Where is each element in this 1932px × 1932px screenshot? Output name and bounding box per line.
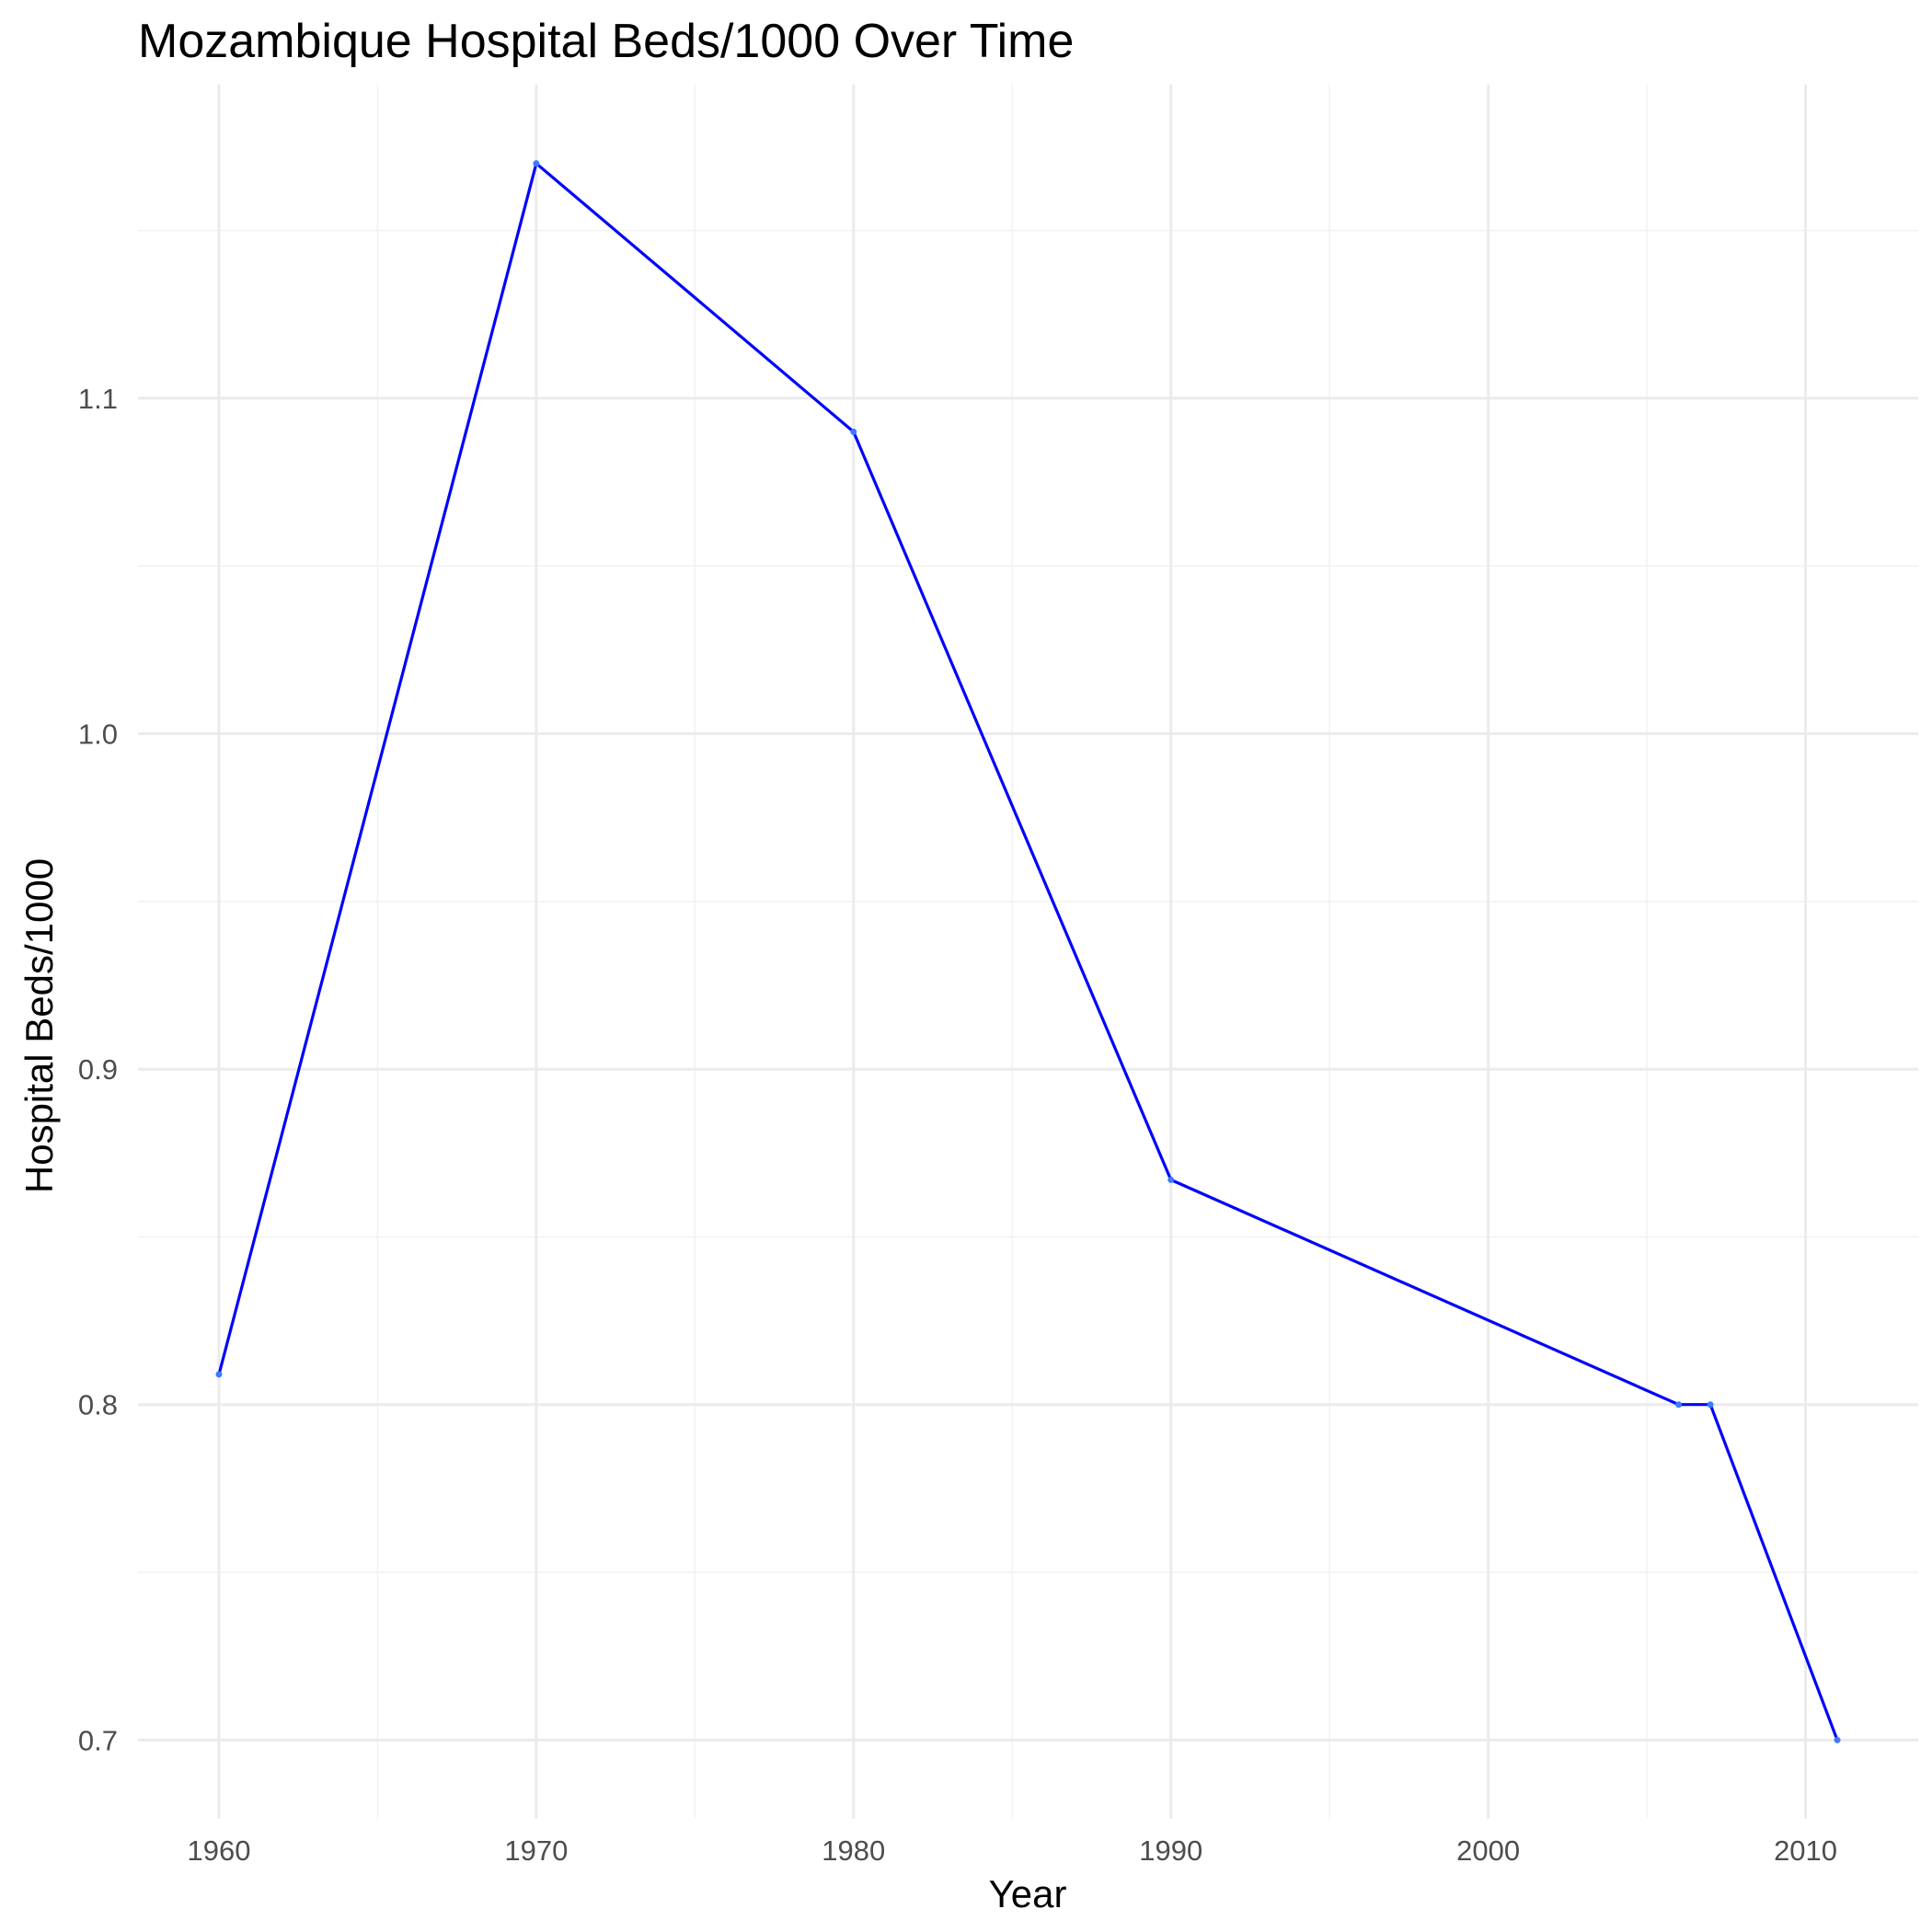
y-axis-tick-labels: 0.7 0.8 0.9 1.0 1.1: [78, 383, 118, 1756]
y-tick-label: 0.9: [78, 1053, 118, 1086]
x-tick-label: 2000: [1456, 1834, 1520, 1867]
data-point: [1834, 1736, 1841, 1743]
series-line: [217, 162, 1839, 1741]
series-layer: [215, 160, 1841, 1743]
data-point: [1675, 1401, 1683, 1409]
data-point: [215, 1371, 223, 1378]
data-point: [1167, 1176, 1175, 1183]
y-tick-label: 0.8: [78, 1389, 118, 1421]
data-point: [1707, 1401, 1714, 1409]
x-tick-label: 1980: [822, 1834, 885, 1867]
x-tick-label: 2010: [1774, 1834, 1837, 1867]
chart-title: Mozambique Hospital Beds/1000 Over Time: [138, 15, 1074, 68]
data-point: [533, 160, 540, 167]
x-axis-tick-labels: 1960 1970 1980 1990 2000 2010: [187, 1834, 1837, 1867]
x-tick-label: 1970: [504, 1834, 568, 1867]
x-tick-label: 1960: [187, 1834, 250, 1867]
major-gridlines: [138, 85, 1918, 1819]
minor-gridlines: [138, 85, 1918, 1819]
y-tick-label: 1.1: [78, 383, 118, 415]
data-point: [850, 428, 857, 435]
x-tick-label: 1990: [1139, 1834, 1202, 1867]
x-axis-title: Year: [989, 1872, 1067, 1915]
y-tick-label: 0.7: [78, 1724, 118, 1756]
y-axis-title: Hospital Beds/1000: [17, 858, 61, 1193]
y-tick-label: 1.0: [78, 719, 118, 751]
